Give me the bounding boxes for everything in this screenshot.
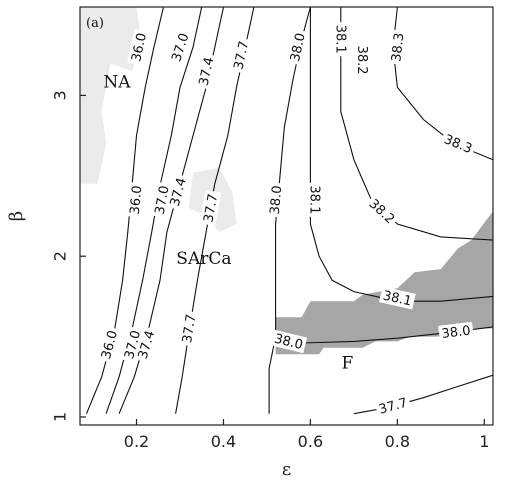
- contour-label: 38.1: [381, 289, 413, 310]
- contour-label-bg: [439, 129, 478, 158]
- contour-label: 38.2: [354, 46, 369, 75]
- y-tick-label: 2: [51, 251, 70, 261]
- contour-label: 38.3: [389, 32, 407, 62]
- contour-label: 38.0: [288, 32, 309, 63]
- x-tick-label: 1: [479, 432, 489, 451]
- contour-label-bg: [120, 326, 145, 364]
- contour-label-bg: [306, 182, 323, 217]
- contour-label: 38.3: [442, 132, 474, 157]
- contour-label-bg: [178, 310, 200, 347]
- contour-label-bg: [96, 326, 122, 364]
- contour-label: 38.0: [441, 324, 472, 342]
- shaded-region: [275, 211, 493, 355]
- contour-label-bg: [364, 193, 401, 229]
- contour-label-bg: [332, 22, 349, 57]
- contour-label-bg: [194, 53, 218, 90]
- axis-ticks: 0.2 0.4 0.6 0.8 1 1 2 3: [51, 90, 490, 451]
- contour-label: 38.1: [306, 185, 321, 214]
- contour-label-bg: [354, 43, 371, 78]
- region-labels: NA SArCa F: [103, 72, 353, 373]
- contour-label-bg: [126, 182, 146, 218]
- contour-label: 37.4: [168, 176, 190, 208]
- y-tick-label: 1: [51, 412, 70, 422]
- plot-frame: [79, 6, 494, 426]
- contour-label-bg: [270, 329, 308, 354]
- contour-label: 38.0: [268, 185, 286, 215]
- contour-label: 37.7: [231, 40, 252, 71]
- contour-label-bg: [374, 393, 412, 418]
- contour-label-bg: [285, 28, 309, 66]
- contour-label-bg: [150, 181, 173, 219]
- contour-label-bg: [266, 182, 286, 218]
- x-tick-label: 0.4: [211, 432, 236, 451]
- region-label-sarca: SArCa: [176, 249, 231, 269]
- contour-label: 36.0: [129, 32, 150, 63]
- contour-label-bg: [133, 326, 159, 364]
- x-tick-label: 0.6: [298, 432, 323, 451]
- contour-label: 37.7: [180, 313, 199, 344]
- light-region-1: [80, 7, 141, 184]
- contour-label: 37.0: [153, 185, 173, 216]
- contour-label-bg: [387, 29, 408, 66]
- contour-label-bg: [229, 36, 253, 74]
- region-label-f: F: [342, 354, 354, 374]
- contour-37-7-10: [353, 374, 494, 415]
- x-axis-title: ε: [282, 459, 291, 480]
- contour-label: 36.0: [99, 329, 121, 361]
- contour-label: 36.0: [128, 185, 146, 215]
- region-label-na: NA: [103, 72, 131, 92]
- x-tick-label: 0.2: [124, 432, 149, 451]
- x-tick-label: 0.8: [385, 432, 410, 451]
- contour-label-bg: [199, 189, 222, 227]
- contour-label-bg: [379, 286, 416, 310]
- contour-38-2-8: [340, 7, 494, 241]
- contour-label-bg: [167, 28, 193, 66]
- contour-label-bg: [127, 28, 151, 66]
- contour-label-bg: [438, 321, 474, 342]
- contour-label: 38.0: [273, 332, 305, 353]
- contour-label: 37.4: [197, 56, 218, 87]
- y-axis-title: β: [6, 211, 27, 221]
- contour-label: 37.7: [201, 193, 221, 224]
- contour-label: 38.1: [332, 25, 347, 54]
- contour-label-bg: [165, 173, 190, 211]
- contour-label: 37.7: [377, 396, 409, 418]
- contour-labels: 36.036.036.037.037.037.037.437.437.437.7…: [96, 22, 478, 418]
- y-tick-label: 3: [51, 90, 70, 100]
- panel-label: (a): [86, 16, 104, 31]
